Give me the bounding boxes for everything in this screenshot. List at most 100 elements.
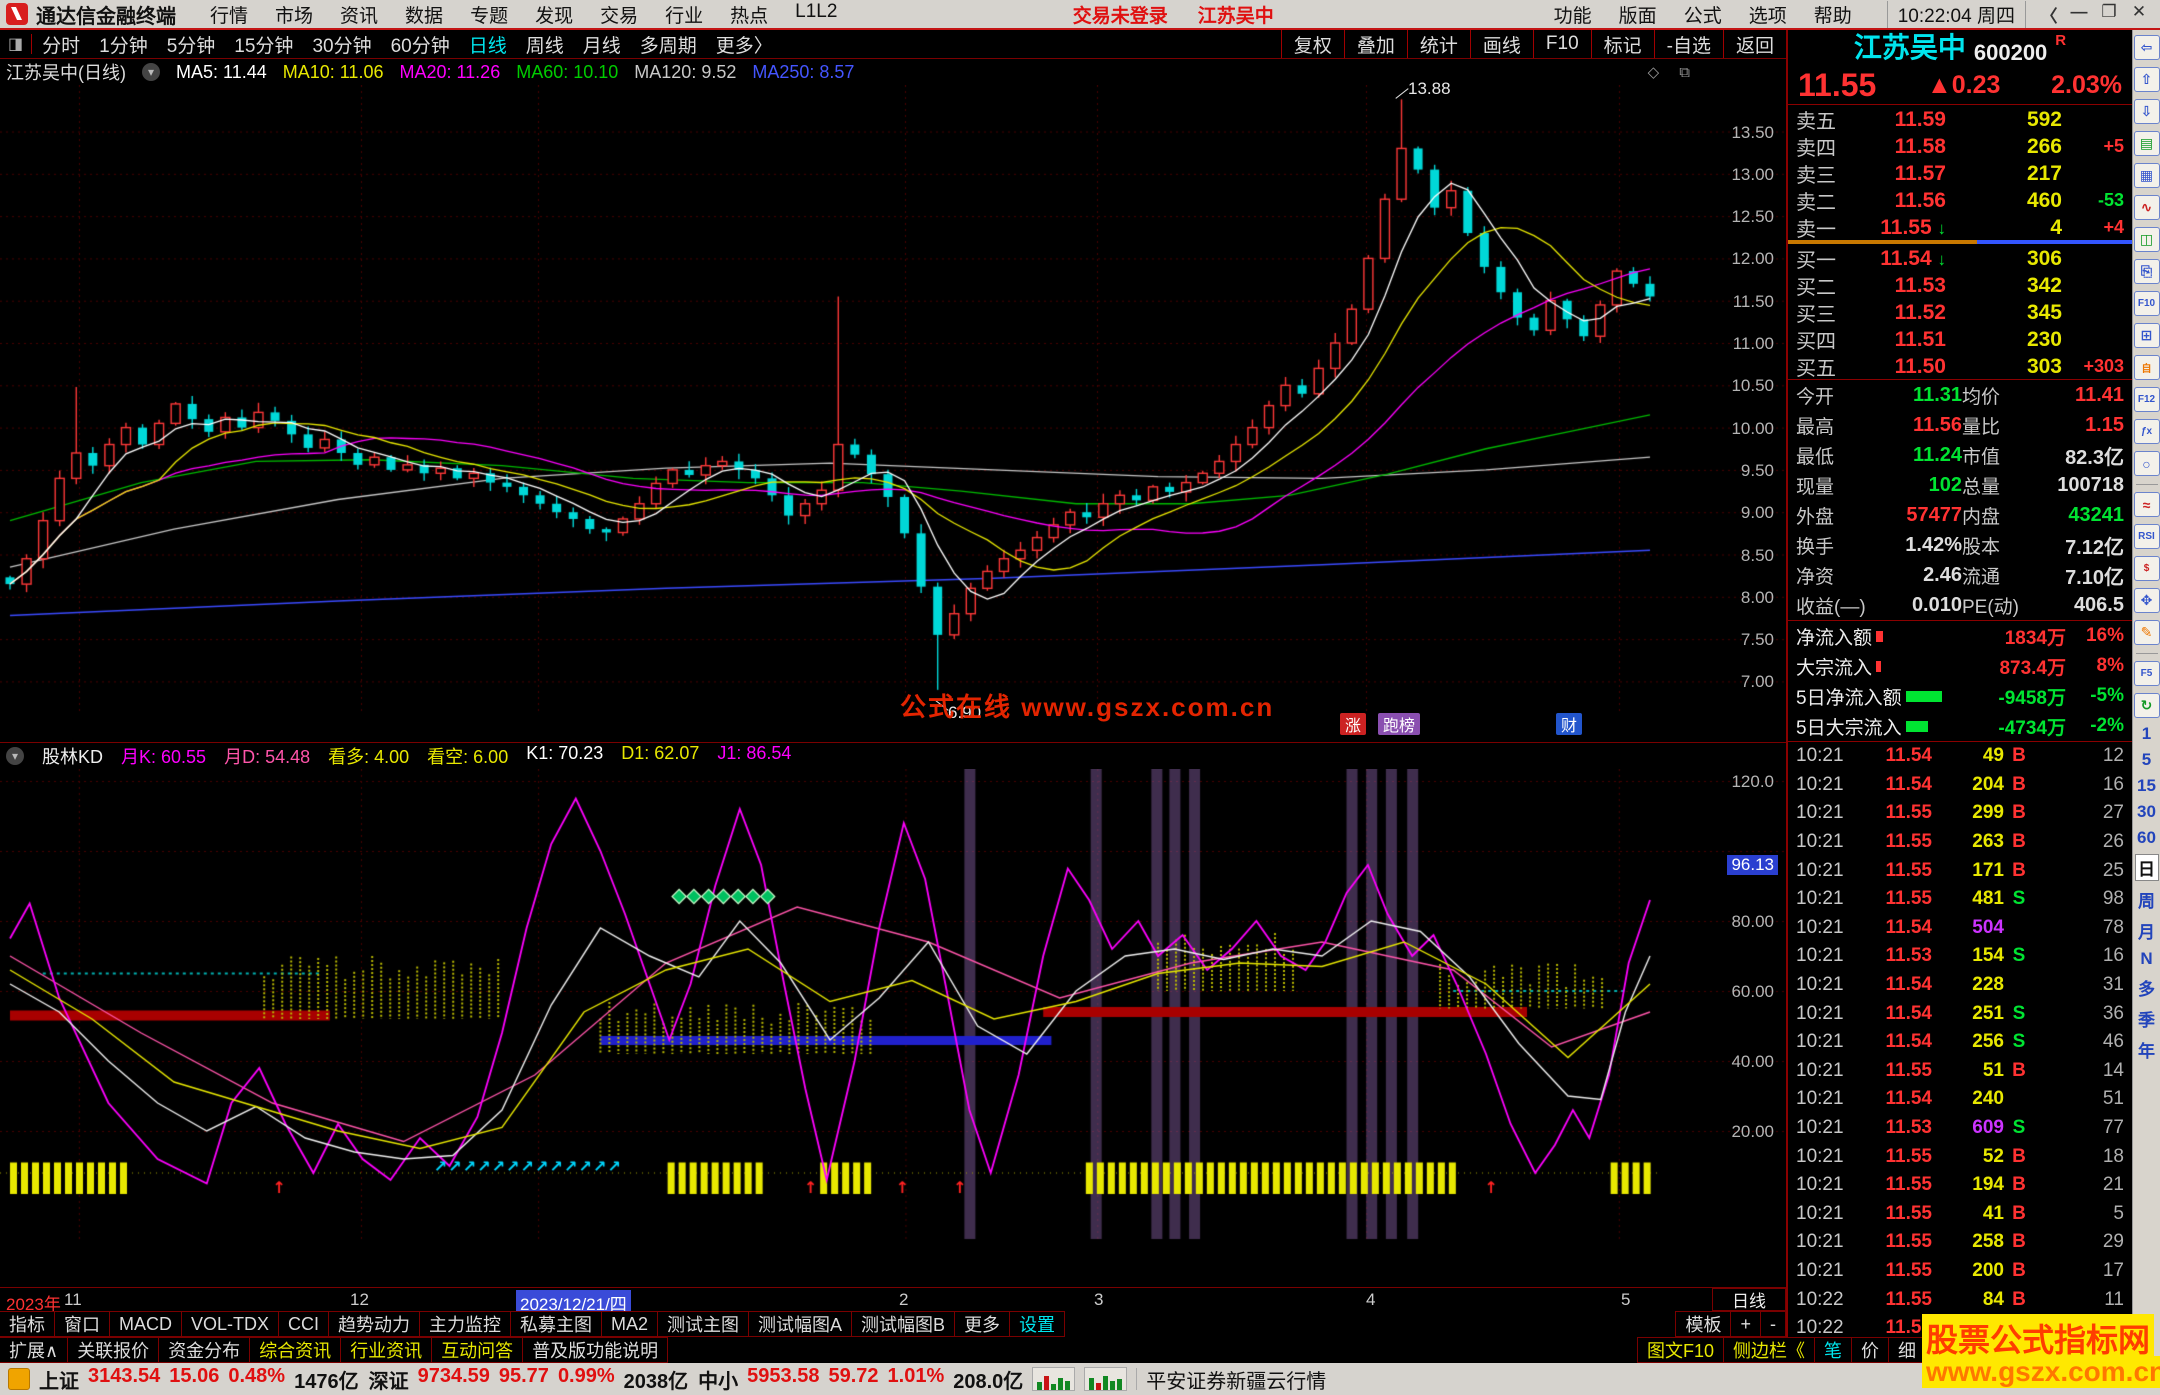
menu-item-3[interactable]: 数据: [405, 5, 444, 27]
kline-chart-icon[interactable]: ◫: [2133, 227, 2160, 252]
tick-row[interactable]: 10:21 11.55 263 B 26: [1788, 828, 2132, 857]
chart-badge-1[interactable]: 跑榜: [1378, 713, 1421, 735]
tick-row[interactable]: 10:21 11.55 41 B 5: [1788, 1200, 2132, 1229]
rank-board-icon[interactable]: ▦: [2133, 163, 2160, 188]
tick-row[interactable]: 10:21 11.54 240 51: [1788, 1085, 2132, 1114]
index-quote-1[interactable]: 深证 9734.59 95.77 0.99% 2038亿: [369, 1365, 689, 1394]
tick-row[interactable]: 10:21 11.54 49 B 12: [1788, 742, 2132, 771]
tick-row[interactable]: 10:21 11.54 504 78: [1788, 914, 2132, 943]
chart-corner-icons[interactable]: ◇ ⧉: [1647, 64, 1698, 81]
tick-row[interactable]: 10:21 11.54 204 B 16: [1788, 771, 2132, 800]
close-button[interactable]: ✕: [2131, 1, 2147, 21]
extension-tab-6[interactable]: 普及版功能说明: [522, 1337, 669, 1363]
right-menu-item-1[interactable]: 版面: [1618, 5, 1657, 27]
indicator-tab-8[interactable]: MA2: [601, 1311, 659, 1337]
market-updown-icon[interactable]: [1032, 1367, 1076, 1391]
f10-icon[interactable]: F10: [2133, 291, 2160, 316]
tick-row[interactable]: 10:22 11.55 84 B 11: [1788, 1285, 2132, 1314]
toolbar-action-3[interactable]: 画线: [1469, 30, 1533, 58]
info-pages-icon[interactable]: ⎘: [2133, 259, 2160, 284]
menu-item-8[interactable]: 热点: [730, 5, 769, 27]
tick-row[interactable]: 10:21 11.54 256 S 46: [1788, 1028, 2132, 1057]
indicator-tab-2[interactable]: MACD: [109, 1311, 182, 1337]
template-button[interactable]: 模板: [1675, 1311, 1732, 1337]
tick-row[interactable]: 10:21 11.55 299 B 27: [1788, 799, 2132, 828]
sidebar-period-5[interactable]: 5: [2141, 750, 2152, 769]
wave-icon[interactable]: ≈: [2133, 492, 2160, 517]
toolbar-action-2[interactable]: 统计: [1406, 30, 1470, 58]
menu-item-1[interactable]: 市场: [275, 5, 314, 27]
indicator-tab-7[interactable]: 私募主图: [510, 1311, 603, 1337]
tick-row[interactable]: 10:21 11.55 481 S 98: [1788, 885, 2132, 914]
move-icon[interactable]: ✥: [2133, 588, 2160, 613]
f12-icon[interactable]: F12: [2133, 387, 2160, 412]
self-stock-icon[interactable]: 自: [2133, 355, 2160, 380]
period-tab-1[interactable]: 1分钟: [99, 35, 148, 57]
tick-row[interactable]: 10:21 11.55 200 B 17: [1788, 1257, 2132, 1286]
toolbar-action-4[interactable]: F10: [1532, 30, 1591, 58]
buy-level-row[interactable]: 买二 11.53 342: [1788, 271, 2132, 300]
period-tab-4[interactable]: 30分钟: [312, 35, 372, 57]
period-tab-3[interactable]: 15分钟: [234, 35, 294, 57]
login-stock[interactable]: 江苏吴中: [1197, 5, 1274, 27]
period-tab-8[interactable]: 月线: [582, 35, 621, 57]
add-button[interactable]: +: [1730, 1311, 1761, 1337]
quote-view-tab-0[interactable]: 图文F10: [1637, 1337, 1725, 1363]
sidebar-period-月[interactable]: 月: [2138, 923, 2155, 942]
index-quote-0[interactable]: 上证 3143.54 15.06 0.48% 1476亿: [39, 1365, 359, 1394]
indicator-chart[interactable]: [0, 769, 1786, 1288]
menu-item-7[interactable]: 行业: [665, 5, 704, 27]
sidebar-period-30[interactable]: 30: [2137, 802, 2156, 821]
toolbar-action-6[interactable]: -自选: [1653, 30, 1723, 58]
period-tab-7[interactable]: 周线: [525, 35, 564, 57]
plate-tree-icon[interactable]: ⊞: [2133, 323, 2160, 348]
indicator-tab-1[interactable]: 窗口: [54, 1311, 110, 1337]
buy-level-row[interactable]: 买四 11.51 230: [1788, 325, 2132, 354]
indicator-tab-13[interactable]: 设置: [1009, 1311, 1066, 1337]
indicator-tab-4[interactable]: CCI: [278, 1311, 330, 1337]
remove-button[interactable]: -: [1760, 1311, 1786, 1337]
period-tab-10[interactable]: 更多〉: [715, 35, 773, 57]
f5-icon[interactable]: F5: [2133, 661, 2160, 686]
toolbar-action-1[interactable]: 叠加: [1343, 30, 1407, 58]
chart-badge-0[interactable]: 涨: [1340, 713, 1367, 735]
sidebar-period-多[interactable]: 多: [2138, 980, 2155, 999]
period-tab-5[interactable]: 60分钟: [390, 35, 450, 57]
sidebar-period-15[interactable]: 15: [2137, 776, 2156, 795]
tick-row[interactable]: 10:21 11.54 251 S 36: [1788, 999, 2132, 1028]
collapse-icon[interactable]: ▾: [142, 63, 160, 81]
login-status[interactable]: 交易未登录: [1072, 5, 1168, 27]
menu-item-2[interactable]: 资讯: [340, 5, 379, 27]
indicator-tab-10[interactable]: 测试幅图A: [748, 1311, 853, 1337]
sell-level-row[interactable]: 卖五 11.59 592: [1788, 105, 2132, 134]
buy-level-row[interactable]: 买一 11.54 ↓ 306: [1788, 244, 2132, 273]
tick-row[interactable]: 10:21 11.55 194 B 21: [1788, 1171, 2132, 1200]
right-menu-item-4[interactable]: 帮助: [1813, 5, 1852, 27]
period-tab-6[interactable]: 日线: [468, 35, 507, 57]
indicator-tab-0[interactable]: 指标: [0, 1311, 55, 1337]
sidebar-period-年[interactable]: 年: [2138, 1042, 2155, 1061]
indicator-tab-5[interactable]: 趋势动力: [328, 1311, 421, 1337]
back-button[interactable]: 〈: [2040, 6, 2058, 26]
right-menu-item-2[interactable]: 公式: [1683, 5, 1722, 27]
tick-row[interactable]: 10:21 11.55 52 B 18: [1788, 1142, 2132, 1171]
chart-badge-2[interactable]: 财: [1556, 713, 1583, 735]
tick-row[interactable]: 10:21 11.54 228 31: [1788, 971, 2132, 1000]
market-updown-icon[interactable]: [1084, 1367, 1128, 1391]
toolbar-action-5[interactable]: 标记: [1590, 30, 1654, 58]
trend-chart-icon[interactable]: ∿: [2133, 195, 2160, 220]
restore-button[interactable]: ❐: [2101, 1, 2117, 21]
tick-row[interactable]: 10:21 11.55 258 B 29: [1788, 1228, 2132, 1257]
extension-tab-1[interactable]: 关联报价: [67, 1337, 160, 1363]
indicator-tab-6[interactable]: 主力监控: [419, 1311, 512, 1337]
menu-item-9[interactable]: L1L2: [795, 0, 838, 22]
sidebar-period-1[interactable]: 1: [2141, 724, 2152, 743]
toolbar-action-0[interactable]: 复权: [1280, 30, 1344, 58]
toolbar-action-7[interactable]: 返回: [1722, 30, 1786, 58]
menu-item-5[interactable]: 发现: [535, 5, 574, 27]
sell-level-row[interactable]: 卖二 11.56 460 -53: [1788, 186, 2132, 215]
rsi-icon[interactable]: RSI: [2133, 524, 2160, 549]
menu-item-0[interactable]: 行情: [210, 5, 249, 27]
money-icon[interactable]: $: [2133, 556, 2160, 581]
sell-level-row[interactable]: 卖一 11.55 ↓ 4 +4: [1788, 213, 2132, 242]
